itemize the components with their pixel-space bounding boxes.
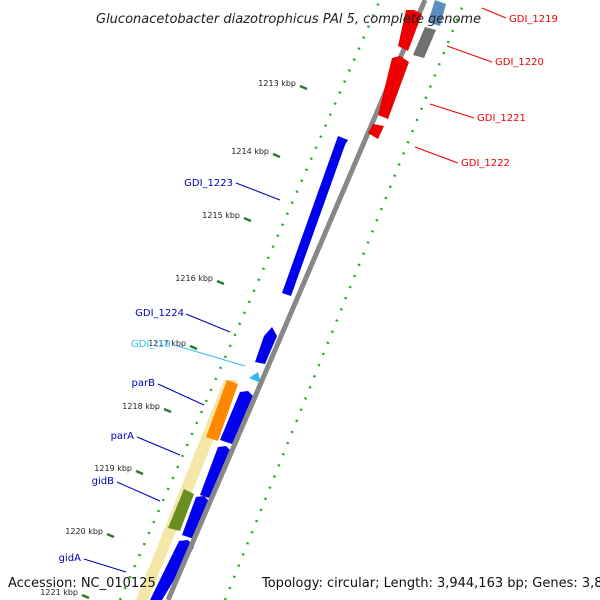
gene-gidA[interactable] bbox=[150, 540, 194, 600]
kbp-tick-mark bbox=[216, 279, 225, 286]
leader-line-parA bbox=[136, 436, 181, 456]
kbp-tick-label: 1217 kbp bbox=[148, 339, 186, 348]
leader-line-GDI_1223 bbox=[235, 182, 281, 201]
leader-line-GDI_1221 bbox=[429, 103, 475, 119]
gene-GDI_1219-steel[interactable] bbox=[428, 0, 446, 26]
kbp-tick-label: 1220 kbp bbox=[65, 527, 103, 536]
leader-line-gidB bbox=[116, 481, 161, 502]
kbp-tick-label: 1219 kbp bbox=[94, 464, 132, 473]
kbp-tick-mark bbox=[106, 532, 115, 539]
leader-line-GDI_t19 bbox=[173, 344, 246, 367]
outer-dotted-ring bbox=[223, 0, 467, 600]
gene-label-GDI_1221[interactable]: GDI_1221 bbox=[477, 113, 526, 124]
gene-label-GDI_t19[interactable]: GDI_t19 bbox=[131, 339, 171, 350]
gene-label-parB[interactable]: parB bbox=[132, 378, 156, 389]
kbp-tick-label: 1215 kbp bbox=[202, 211, 240, 220]
gene-label-GDI_1223[interactable]: GDI_1223 bbox=[184, 178, 233, 189]
kbp-tick-mark bbox=[272, 152, 281, 159]
kbp-tick-mark bbox=[163, 407, 172, 414]
gene-gidB[interactable] bbox=[182, 496, 210, 539]
kbp-tick-label: 1216 kbp bbox=[175, 274, 213, 283]
leader-line-GDI_1219 bbox=[481, 7, 507, 19]
gene-GDI_t19[interactable] bbox=[249, 372, 261, 383]
kbp-tick-mark bbox=[135, 469, 144, 476]
gene-parB[interactable] bbox=[220, 391, 254, 444]
leader-line-parB bbox=[157, 383, 205, 406]
gene-label-gidB[interactable]: gidB bbox=[92, 476, 114, 487]
gidB-cog-segment bbox=[168, 489, 194, 531]
kbp-tick-label: 1213 kbp bbox=[258, 79, 296, 88]
leader-line-gidA bbox=[83, 558, 127, 573]
gene-label-GDI_1222[interactable]: GDI_1222 bbox=[461, 158, 510, 169]
gene-label-GDI_1219[interactable]: GDI_1219 bbox=[509, 14, 558, 25]
kbp-tick-label: 1221 kbp bbox=[40, 588, 78, 597]
leader-line-GDI_1224 bbox=[185, 313, 231, 333]
gene-GDI_1220[interactable] bbox=[378, 56, 409, 119]
topology-label: Topology: circular; Length: 3,944,163 bp… bbox=[261, 576, 600, 591]
leader-line-GDI_1222 bbox=[414, 146, 459, 164]
gene-GDI_1219[interactable] bbox=[398, 10, 422, 51]
gene-label-GDI_1220[interactable]: GDI_1220 bbox=[495, 57, 544, 68]
gene-parA[interactable] bbox=[200, 446, 232, 499]
kbp-tick-label: 1218 kbp bbox=[122, 402, 160, 411]
gene-GDI_1223[interactable] bbox=[282, 136, 348, 296]
inner-dotted-ring bbox=[118, 0, 382, 600]
kbp-tick-mark bbox=[81, 593, 90, 600]
accession-label: Accession: NC_010125 bbox=[8, 576, 156, 591]
kbp-tick-mark bbox=[243, 216, 252, 223]
gene-GDI_1224[interactable] bbox=[255, 327, 277, 364]
gene-GDI_1219-gray[interactable] bbox=[413, 27, 436, 58]
leader-line-GDI_1220 bbox=[446, 45, 493, 63]
gene-label-gidA[interactable]: gidA bbox=[59, 553, 81, 564]
map-title: Gluconacetobacter diazotrophicus PAl 5, … bbox=[96, 12, 481, 27]
kbp-tick-label: 1214 kbp bbox=[231, 147, 269, 156]
gene-label-parA[interactable]: parA bbox=[111, 431, 135, 442]
parB-cog-segment bbox=[206, 380, 238, 441]
kbp-tick-mark bbox=[189, 344, 198, 351]
gene-GDI_1221[interactable] bbox=[368, 124, 384, 139]
kbp-tick-mark bbox=[299, 84, 308, 91]
gene-label-GDI_1224[interactable]: GDI_1224 bbox=[135, 308, 184, 319]
